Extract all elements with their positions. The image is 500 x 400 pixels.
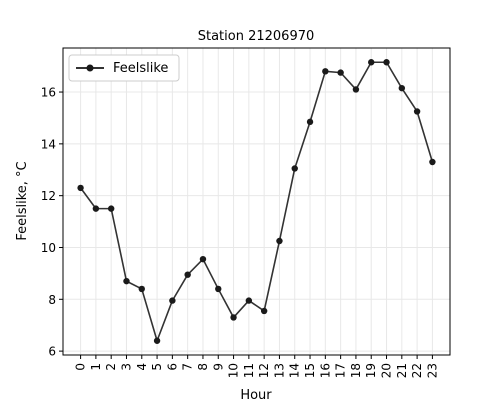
grid-lines bbox=[63, 48, 450, 355]
data-point bbox=[276, 237, 283, 245]
x-tick-label: 21 bbox=[395, 363, 409, 378]
y-tick-label: 14 bbox=[41, 137, 56, 151]
x-tick-label: 9 bbox=[211, 363, 225, 371]
x-tick-label: 2 bbox=[104, 363, 118, 371]
legend-marker-swatch bbox=[86, 64, 94, 72]
x-tick-label: 1 bbox=[89, 363, 103, 371]
x-tick-label: 6 bbox=[165, 363, 179, 371]
data-point bbox=[398, 84, 406, 92]
data-point bbox=[260, 307, 268, 315]
y-tick-label: 10 bbox=[41, 241, 56, 255]
data-point bbox=[153, 337, 161, 344]
x-axis-title: Hour bbox=[240, 388, 272, 400]
chart-title: Station 21206970 bbox=[198, 29, 315, 44]
data-point bbox=[92, 205, 100, 212]
x-tick-label: 8 bbox=[196, 363, 210, 371]
data-point bbox=[322, 68, 329, 75]
data-point bbox=[429, 158, 436, 166]
x-tick-label: 23 bbox=[425, 363, 439, 378]
x-tick-label: 12 bbox=[257, 363, 271, 378]
x-tick-label: 5 bbox=[150, 363, 164, 371]
data-point bbox=[215, 285, 222, 293]
x-tick-label: 19 bbox=[364, 363, 378, 378]
data-point bbox=[413, 108, 421, 115]
data-point bbox=[368, 59, 375, 66]
y-tick-label: 16 bbox=[41, 86, 56, 100]
data-point bbox=[199, 255, 207, 263]
x-tick-label: 13 bbox=[272, 363, 286, 378]
legend-label: Feelslike bbox=[113, 61, 168, 76]
x-ticks: 0 1 2 3 4 5 6 7 8 9 10 11 12 13 14 15 16 17 18 19 20 21 22 23 bbox=[74, 355, 439, 378]
x-tick-label: 3 bbox=[119, 363, 133, 371]
x-tick-label: 4 bbox=[135, 363, 149, 371]
x-tick-label: 20 bbox=[380, 363, 394, 378]
data-point bbox=[306, 118, 314, 126]
data-point bbox=[77, 184, 84, 192]
legend-box bbox=[68, 54, 180, 82]
y-tick-label: 12 bbox=[41, 189, 56, 203]
x-tick-label: 14 bbox=[288, 363, 302, 378]
data-point bbox=[138, 285, 145, 293]
data-point bbox=[291, 165, 298, 172]
y-axis-title: Feelslike, °C bbox=[15, 161, 30, 240]
x-tick-label: 18 bbox=[349, 363, 363, 378]
x-tick-label: 11 bbox=[242, 363, 256, 378]
data-point bbox=[383, 59, 390, 66]
y-tick-label: 6 bbox=[48, 345, 56, 359]
x-tick-label: 22 bbox=[410, 363, 424, 378]
data-point bbox=[123, 277, 130, 285]
x-tick-label: 0 bbox=[74, 363, 88, 371]
data-point bbox=[169, 297, 176, 304]
data-point bbox=[337, 69, 344, 76]
data-point bbox=[184, 271, 191, 278]
data-point bbox=[230, 314, 237, 321]
plot-area-frame bbox=[62, 47, 451, 356]
series-layer bbox=[77, 59, 436, 344]
data-point bbox=[107, 205, 115, 212]
legend: Feelslike bbox=[68, 54, 180, 82]
y-ticks: 6 8 10 12 14 16 bbox=[41, 86, 63, 359]
x-tick-label: 10 bbox=[227, 363, 241, 378]
x-tick-label: 15 bbox=[303, 363, 317, 378]
x-tick-label: 16 bbox=[318, 363, 332, 378]
x-tick-label: 17 bbox=[334, 363, 348, 378]
x-tick-label: 7 bbox=[181, 363, 195, 371]
data-point bbox=[245, 297, 253, 304]
y-tick-label: 8 bbox=[48, 293, 56, 307]
data-point bbox=[352, 86, 360, 93]
